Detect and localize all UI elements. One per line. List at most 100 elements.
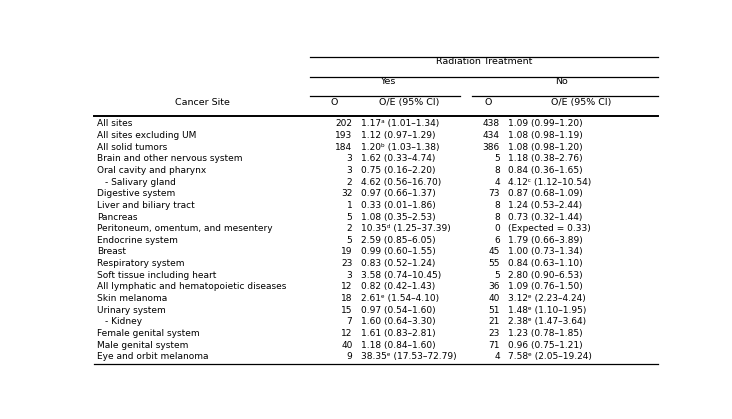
- Text: Soft tissue including heart: Soft tissue including heart: [97, 271, 217, 280]
- Text: 1.08 (0.98–1.19): 1.08 (0.98–1.19): [509, 131, 583, 140]
- Text: Oral cavity and pharynx: Oral cavity and pharynx: [97, 166, 206, 175]
- Text: Urinary system: Urinary system: [97, 306, 166, 315]
- Text: 3: 3: [347, 271, 353, 280]
- Text: 36: 36: [488, 282, 500, 291]
- Text: Digestive system: Digestive system: [97, 189, 176, 198]
- Text: 5: 5: [494, 271, 500, 280]
- Text: O: O: [330, 98, 337, 107]
- Text: Pancreas: Pancreas: [97, 212, 138, 222]
- Text: O/E (95% CI): O/E (95% CI): [379, 98, 439, 107]
- Text: Brain and other nervous system: Brain and other nervous system: [97, 154, 243, 163]
- Text: 0.97 (0.66–1.37): 0.97 (0.66–1.37): [361, 189, 436, 198]
- Text: 15: 15: [341, 306, 353, 315]
- Text: 3.12ᵉ (2.23–4.24): 3.12ᵉ (2.23–4.24): [509, 294, 586, 303]
- Text: 0.75 (0.16–2.20): 0.75 (0.16–2.20): [361, 166, 436, 175]
- Text: 2: 2: [347, 178, 353, 186]
- Text: 2.38ᵉ (1.47–3.64): 2.38ᵉ (1.47–3.64): [509, 317, 586, 326]
- Text: All solid tumors: All solid tumors: [97, 142, 168, 152]
- Text: Yes: Yes: [380, 77, 395, 86]
- Text: 3: 3: [347, 154, 353, 163]
- Text: 1.17ᵃ (1.01–1.34): 1.17ᵃ (1.01–1.34): [361, 119, 439, 128]
- Text: Peritoneum, omentum, and mesentery: Peritoneum, omentum, and mesentery: [97, 224, 273, 233]
- Text: 51: 51: [488, 306, 500, 315]
- Text: 7: 7: [347, 317, 353, 326]
- Text: 434: 434: [483, 131, 500, 140]
- Text: 1.60 (0.64–3.30): 1.60 (0.64–3.30): [361, 317, 436, 326]
- Text: 2.61ᵉ (1.54–4.10): 2.61ᵉ (1.54–4.10): [361, 294, 439, 303]
- Text: 9: 9: [347, 352, 353, 361]
- Text: 1.12 (0.97–1.29): 1.12 (0.97–1.29): [361, 131, 436, 140]
- Text: 0.73 (0.32–1.44): 0.73 (0.32–1.44): [509, 212, 583, 222]
- Text: 184: 184: [335, 142, 353, 152]
- Text: 1.48ᵉ (1.10–1.95): 1.48ᵉ (1.10–1.95): [509, 306, 587, 315]
- Text: 19: 19: [341, 248, 353, 256]
- Text: 38.35ᵉ (17.53–72.79): 38.35ᵉ (17.53–72.79): [361, 352, 457, 361]
- Text: 40: 40: [341, 341, 353, 349]
- Text: 4.12ᶜ (1.12–10.54): 4.12ᶜ (1.12–10.54): [509, 178, 591, 186]
- Text: 71: 71: [488, 341, 500, 349]
- Text: 0: 0: [494, 224, 500, 233]
- Text: 1.79 (0.66–3.89): 1.79 (0.66–3.89): [509, 236, 583, 245]
- Text: (Expected = 0.33): (Expected = 0.33): [509, 224, 591, 233]
- Text: All sites excluding UM: All sites excluding UM: [97, 131, 197, 140]
- Text: 1.23 (0.78–1.85): 1.23 (0.78–1.85): [509, 329, 583, 338]
- Text: 12: 12: [341, 282, 353, 291]
- Text: 5: 5: [494, 154, 500, 163]
- Text: 21: 21: [488, 317, 500, 326]
- Text: 1.20ᵇ (1.03–1.38): 1.20ᵇ (1.03–1.38): [361, 142, 439, 152]
- Text: 4: 4: [494, 352, 500, 361]
- Text: Liver and biliary tract: Liver and biliary tract: [97, 201, 195, 210]
- Text: 0.83 (0.52–1.24): 0.83 (0.52–1.24): [361, 259, 436, 268]
- Text: 1.08 (0.98–1.20): 1.08 (0.98–1.20): [509, 142, 583, 152]
- Text: 1.61 (0.83–2.81): 1.61 (0.83–2.81): [361, 329, 436, 338]
- Text: 3.58 (0.74–10.45): 3.58 (0.74–10.45): [361, 271, 441, 280]
- Text: 55: 55: [488, 259, 500, 268]
- Text: All sites: All sites: [97, 119, 132, 128]
- Text: Eye and orbit melanoma: Eye and orbit melanoma: [97, 352, 209, 361]
- Text: 1.18 (0.38–2.76): 1.18 (0.38–2.76): [509, 154, 583, 163]
- Text: 0.82 (0.42–1.43): 0.82 (0.42–1.43): [361, 282, 436, 291]
- Text: 1.18 (0.84–1.60): 1.18 (0.84–1.60): [361, 341, 436, 349]
- Text: 1.24 (0.53–2.44): 1.24 (0.53–2.44): [509, 201, 583, 210]
- Text: All lymphatic and hematopoietic diseases: All lymphatic and hematopoietic diseases: [97, 282, 286, 291]
- Text: - Kidney: - Kidney: [105, 317, 142, 326]
- Text: 5: 5: [347, 212, 353, 222]
- Text: 8: 8: [494, 212, 500, 222]
- Text: Cancer Site: Cancer Site: [175, 98, 230, 107]
- Text: 23: 23: [341, 259, 353, 268]
- Text: 32: 32: [341, 189, 353, 198]
- Text: Female genital system: Female genital system: [97, 329, 200, 338]
- Text: Skin melanoma: Skin melanoma: [97, 294, 168, 303]
- Text: 23: 23: [488, 329, 500, 338]
- Text: 193: 193: [335, 131, 353, 140]
- Text: 1.62 (0.33–4.74): 1.62 (0.33–4.74): [361, 154, 436, 163]
- Text: 1: 1: [347, 201, 353, 210]
- Text: 1.09 (0.99–1.20): 1.09 (0.99–1.20): [509, 119, 583, 128]
- Text: 6: 6: [494, 236, 500, 245]
- Text: 1.09 (0.76–1.50): 1.09 (0.76–1.50): [509, 282, 583, 291]
- Text: 73: 73: [488, 189, 500, 198]
- Text: 202: 202: [335, 119, 353, 128]
- Text: 0.87 (0.68–1.09): 0.87 (0.68–1.09): [509, 189, 583, 198]
- Text: No: No: [556, 77, 568, 86]
- Text: 386: 386: [482, 142, 500, 152]
- Text: 2.59 (0.85–6.05): 2.59 (0.85–6.05): [361, 236, 436, 245]
- Text: 4: 4: [494, 178, 500, 186]
- Text: O/E (95% CI): O/E (95% CI): [551, 98, 612, 107]
- Text: 0.99 (0.60–1.55): 0.99 (0.60–1.55): [361, 248, 436, 256]
- Text: 0.97 (0.54–1.60): 0.97 (0.54–1.60): [361, 306, 436, 315]
- Text: 0.96 (0.75–1.21): 0.96 (0.75–1.21): [509, 341, 583, 349]
- Text: 5: 5: [347, 236, 353, 245]
- Text: 40: 40: [488, 294, 500, 303]
- Text: Endocrine system: Endocrine system: [97, 236, 178, 245]
- Text: Respiratory system: Respiratory system: [97, 259, 184, 268]
- Text: 8: 8: [494, 201, 500, 210]
- Text: 2.80 (0.90–6.53): 2.80 (0.90–6.53): [509, 271, 583, 280]
- Text: 438: 438: [483, 119, 500, 128]
- Text: 2: 2: [347, 224, 353, 233]
- Text: 0.84 (0.63–1.10): 0.84 (0.63–1.10): [509, 259, 583, 268]
- Text: 0.33 (0.01–1.86): 0.33 (0.01–1.86): [361, 201, 436, 210]
- Text: 7.58ᵉ (2.05–19.24): 7.58ᵉ (2.05–19.24): [509, 352, 592, 361]
- Text: Breast: Breast: [97, 248, 126, 256]
- Text: 45: 45: [488, 248, 500, 256]
